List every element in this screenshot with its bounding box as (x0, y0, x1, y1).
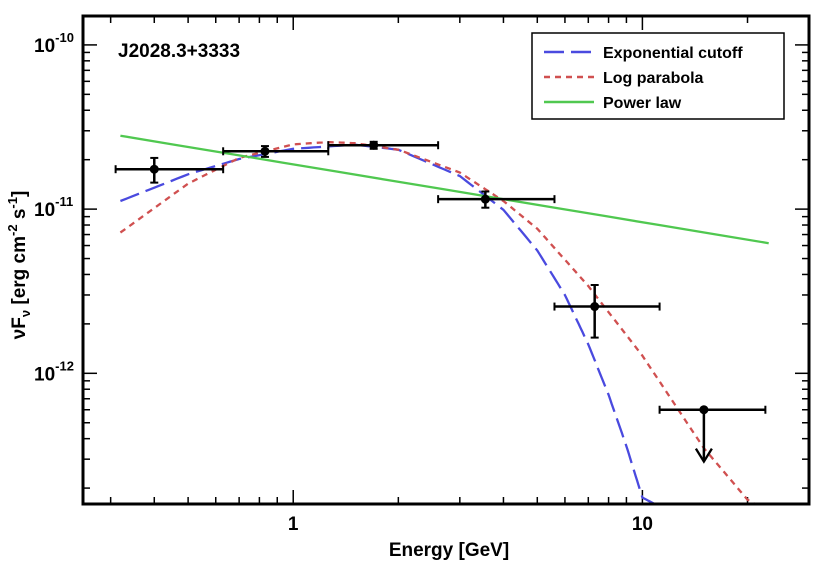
legend-label-powerlaw: Power law (603, 95, 682, 112)
data-marker (149, 164, 159, 174)
data-marker (260, 146, 270, 156)
data-point-1 (222, 145, 330, 158)
y-tick-label: 10-10 (34, 30, 74, 57)
annotation-label: J2028.3+3333 (118, 41, 240, 62)
y-title-sub: ν (18, 310, 33, 317)
series-line-1 (119, 140, 757, 504)
x-axis-title: Energy [GeV] (389, 540, 509, 561)
legend-label-exponential: Exponential cutoff (603, 45, 743, 62)
y-tick-exponent: -11 (55, 194, 73, 209)
data-points (114, 140, 767, 464)
data-point-5 (658, 405, 767, 464)
legend-box (531, 32, 785, 120)
data-point-3 (437, 190, 556, 209)
y-title-exp2: -1 (5, 197, 20, 209)
data-marker (480, 194, 490, 204)
y-axis-title: νFν [erg cm-2 s-1] (5, 191, 33, 340)
y-title-nu: ν (9, 329, 30, 340)
legend: Exponential cutoff Log parabola Power la… (531, 32, 785, 120)
data-point-2 (327, 140, 440, 150)
legend-label-logparabola: Log parabola (603, 70, 704, 87)
x-tick-labels: 1 10 (288, 514, 653, 535)
plot-frame (81, 14, 811, 506)
y-title-f: F (9, 317, 30, 329)
data-point-4 (553, 284, 661, 339)
y-title-bracket: [erg cm (9, 236, 30, 310)
y-tick-label: 10-12 (34, 358, 74, 385)
y-tick-base: 10 (34, 364, 55, 385)
data-point-0 (114, 156, 225, 184)
y-tick-base: 10 (34, 200, 55, 221)
data-marker (590, 302, 600, 312)
y-title-close: ] (9, 191, 30, 197)
data-marker (369, 140, 379, 150)
x-tick-label: 10 (632, 514, 653, 535)
y-tick-label: 10-11 (34, 194, 73, 221)
y-tick-base: 10 (34, 36, 55, 57)
model-curves (119, 134, 769, 504)
data-marker (699, 405, 709, 415)
y-tick-exponent: -12 (55, 358, 74, 373)
y-tick-exponent: -10 (55, 30, 74, 45)
y-title-s: s (9, 209, 30, 225)
series-line-0 (119, 143, 658, 504)
y-title-exp1: -2 (5, 224, 20, 236)
upper-limit-arrow-head (694, 447, 713, 464)
series-line-2 (120, 134, 769, 245)
x-tick-label: 1 (288, 514, 299, 535)
